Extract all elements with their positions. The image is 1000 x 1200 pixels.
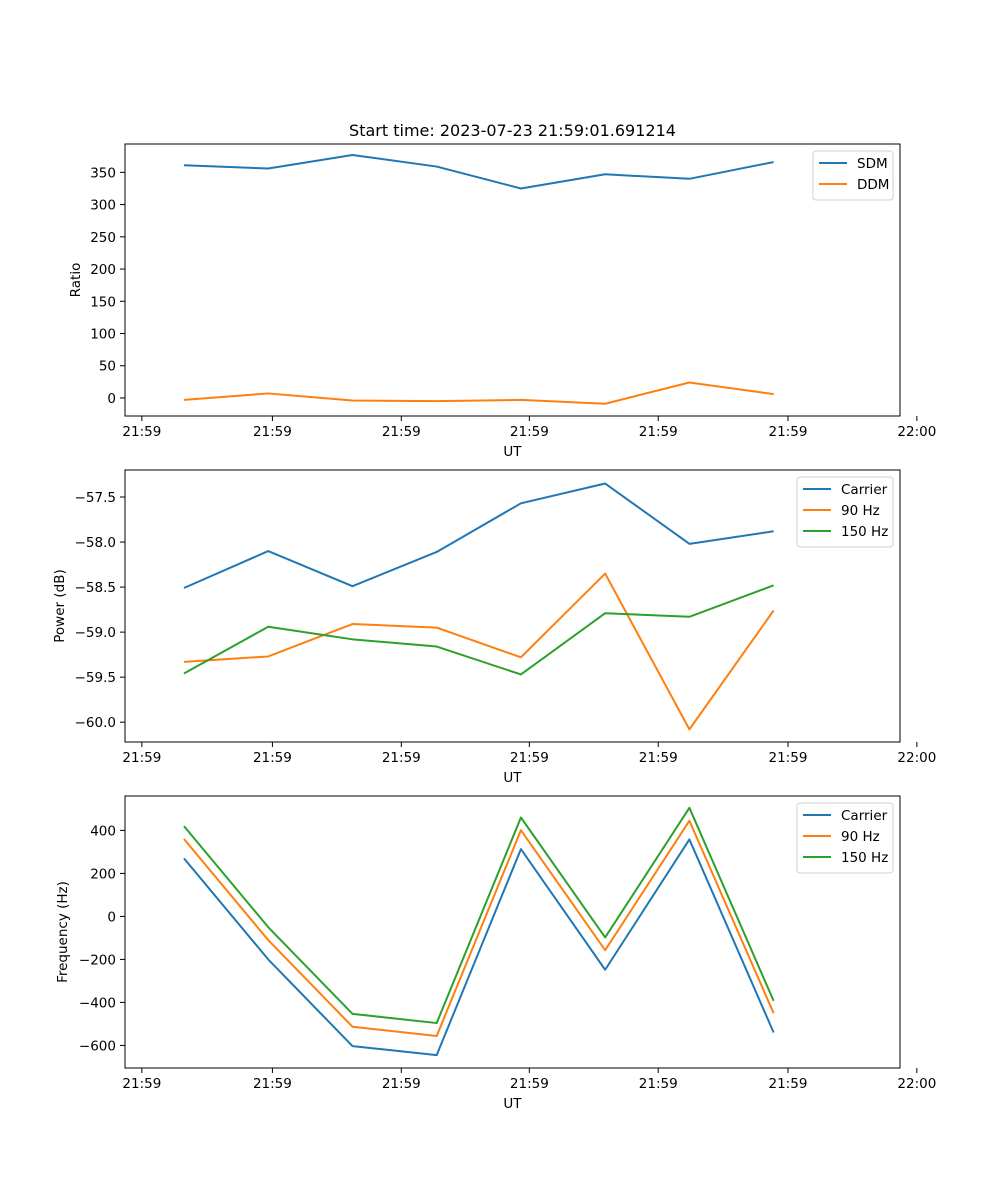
series-line-carrier: [183, 482, 774, 589]
series-line-ddm: [183, 381, 774, 405]
legend-power: Carrier 90 Hz 150 Hz: [796, 476, 894, 548]
subplot-frequency: 21:59 21:59 21:59 21:59 21:59 21:59 22:00 −600 −…: [55, 795, 936, 1112]
subplot-ratio: Start time: 2023-07-23 21:59:01.691214 2…: [68, 121, 936, 460]
x-tick-label: 21:59: [122, 1076, 161, 1092]
x-axis-label: UT: [503, 770, 522, 786]
x-tick-label: 21:59: [122, 424, 161, 440]
series-line-sdm: [183, 153, 774, 190]
x-tick-label: 22:00: [897, 424, 936, 440]
y-tick-label: 350: [90, 165, 116, 181]
x-tick-label: 21:59: [382, 1076, 421, 1092]
x-tick-label: 22:00: [897, 750, 936, 766]
y-tick-label: 250: [90, 230, 116, 246]
y-tick-label: −57.5: [75, 490, 116, 506]
x-tick-label: 21:59: [253, 750, 292, 766]
y-tick-label: 0: [107, 391, 116, 407]
plot-area-ratio: 21:59 21:59 21:59 21:59 21:59 21:59 22:00 0 50 10…: [90, 153, 936, 440]
y-tick-label: 100: [90, 326, 116, 342]
y-tick-label: −60.0: [75, 715, 116, 731]
axes-frame: [124, 795, 901, 1069]
y-axis-label: Power (dB): [52, 569, 68, 642]
plot-area-frequency: 21:59 21:59 21:59 21:59 21:59 21:59 22:00 −600 −…: [79, 806, 936, 1092]
legend-label: 90 Hz: [841, 829, 880, 845]
y-tick-label: 200: [90, 262, 116, 278]
legend-label: 90 Hz: [841, 503, 880, 519]
y-tick-label: 0: [107, 909, 116, 925]
legend-label: 150 Hz: [841, 524, 888, 540]
legend-label: Carrier: [841, 808, 888, 824]
legend-box: [796, 802, 894, 874]
series-line-90-hz: [183, 572, 775, 731]
y-tick-label: 150: [90, 294, 116, 310]
series-line-150-hz: [183, 584, 774, 676]
x-tick-label: 21:59: [510, 424, 549, 440]
y-tick-label: −59.0: [75, 625, 116, 641]
y-axis-label: Frequency (Hz): [55, 881, 71, 983]
x-tick-label: 22:00: [897, 1076, 936, 1092]
y-tick-label: −400: [79, 995, 116, 1011]
x-tick-label: 21:59: [382, 424, 421, 440]
chart-title: Start time: 2023-07-23 21:59:01.691214: [349, 121, 676, 140]
legend-ratio: SDM DDM: [812, 150, 894, 201]
legend-box: [796, 476, 894, 548]
legend-frequency: Carrier 90 Hz 150 Hz: [796, 802, 894, 874]
x-tick-label: 21:59: [253, 1076, 292, 1092]
x-tick-label: 21:59: [769, 1076, 808, 1092]
plot-area-power: 21:59 21:59 21:59 21:59 21:59 21:59 22:00 −60.0…: [75, 482, 936, 766]
legend-label: DDM: [857, 177, 889, 193]
y-tick-label: 400: [90, 823, 116, 839]
y-tick-label: −59.5: [75, 670, 116, 686]
x-tick-label: 21:59: [253, 424, 292, 440]
x-axis-label: UT: [503, 444, 522, 460]
x-tick-label: 21:59: [382, 750, 421, 766]
y-tick-label: −58.5: [75, 580, 116, 596]
series-line-carrier: [183, 838, 775, 1057]
x-tick-label: 21:59: [769, 424, 808, 440]
x-tick-label: 21:59: [510, 1076, 549, 1092]
y-tick-label: 200: [90, 866, 116, 882]
y-tick-label: 300: [90, 198, 116, 214]
x-tick-label: 21:59: [639, 1076, 678, 1092]
x-tick-label: 21:59: [510, 750, 549, 766]
y-tick-label: −58.0: [75, 535, 116, 551]
x-tick-label: 21:59: [639, 750, 678, 766]
y-tick-label: 50: [99, 359, 116, 375]
x-tick-label: 21:59: [122, 750, 161, 766]
legend-label: Carrier: [841, 482, 888, 498]
series-line-150-hz: [183, 806, 775, 1025]
subplot-power: 21:59 21:59 21:59 21:59 21:59 21:59 22:00 −60.0…: [52, 469, 936, 786]
y-axis-label: Ratio: [68, 263, 84, 298]
legend-label: 150 Hz: [841, 850, 888, 866]
y-tick-label: −600: [79, 1038, 116, 1054]
series-line-90-hz: [183, 819, 775, 1037]
x-tick-label: 21:59: [639, 424, 678, 440]
legend-label: SDM: [857, 156, 888, 172]
x-tick-label: 21:59: [769, 750, 808, 766]
y-tick-label: −200: [79, 952, 116, 968]
axes-frame: [124, 143, 901, 417]
x-axis-label: UT: [503, 1096, 522, 1112]
axes-frame: [124, 469, 901, 743]
